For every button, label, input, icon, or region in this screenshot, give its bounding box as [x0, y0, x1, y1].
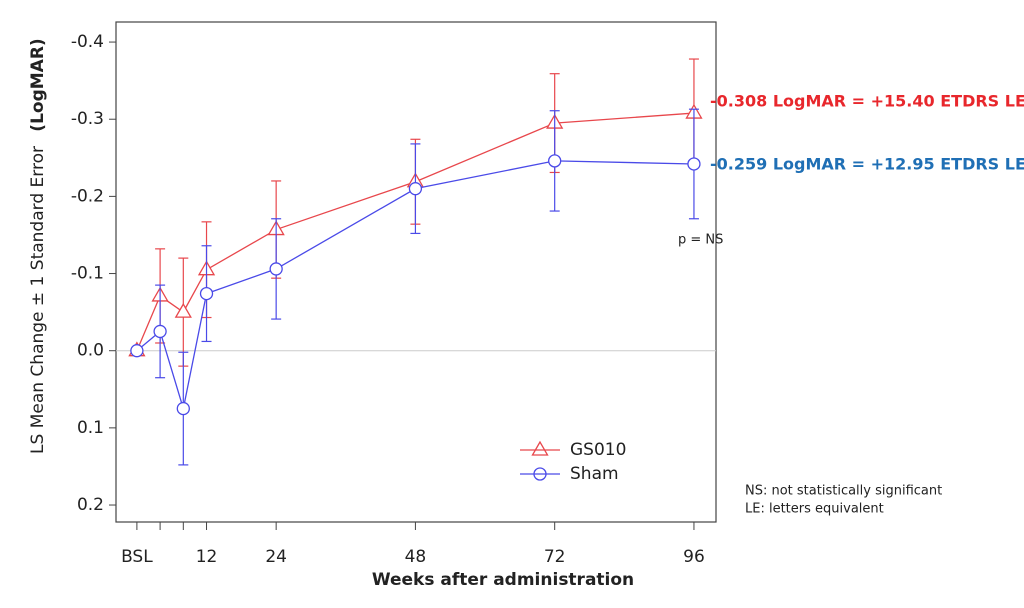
legend-marker: [533, 467, 547, 481]
data-point: [408, 182, 423, 196]
y-tick-label: 0.1: [77, 418, 104, 438]
series-line: [136, 160, 694, 409]
legend-label: Sham: [570, 464, 619, 484]
data-point: [687, 157, 701, 171]
y-tick-label: -0.1: [71, 264, 104, 284]
data-point: [176, 401, 190, 416]
footnote: NS: not statistically significant: [745, 484, 942, 499]
x-tick-label: 48: [405, 547, 427, 567]
x-tick-label: 96: [683, 547, 705, 567]
y-axis-label: LS Mean Change ± 1 Standard Error: [28, 146, 48, 454]
y-tick-label: -0.2: [71, 186, 104, 206]
data-point: [199, 286, 214, 301]
y-axis-label-group: LS Mean Change ± 1 Standard Error (LogMA…: [28, 38, 48, 454]
data-point: [269, 262, 283, 276]
plot-frame: [115, 21, 717, 523]
data-point: [153, 324, 167, 339]
gs010-annotation: -0.308 LogMAR = +15.40 ETDRS LE: [710, 92, 1024, 111]
x-tick-label: 72: [544, 547, 566, 567]
data-point: [130, 344, 144, 358]
footnote: LE: letters equivalent: [745, 502, 884, 517]
legend-label: GS010: [570, 440, 626, 460]
x-tick-label: BSL: [121, 547, 153, 567]
y-tick-label: 0.0: [77, 341, 104, 361]
y-tick-label: -0.4: [71, 32, 104, 52]
legend-marker: [531, 440, 549, 456]
sham-annotation: -0.259 LogMAR = +12.95 ETDRS LE: [710, 155, 1024, 174]
data-point: [548, 154, 562, 168]
y-axis-unit: (LogMAR): [28, 38, 48, 131]
x-tick-label: 12: [196, 547, 218, 567]
y-tick-label: 0.2: [77, 495, 104, 515]
y-tick-label: -0.3: [71, 109, 104, 129]
x-tick-label: 24: [265, 547, 287, 567]
p-value: p = NS: [678, 233, 723, 248]
data-point: [174, 302, 192, 318]
x-axis-label: Weeks after administration: [372, 570, 634, 590]
